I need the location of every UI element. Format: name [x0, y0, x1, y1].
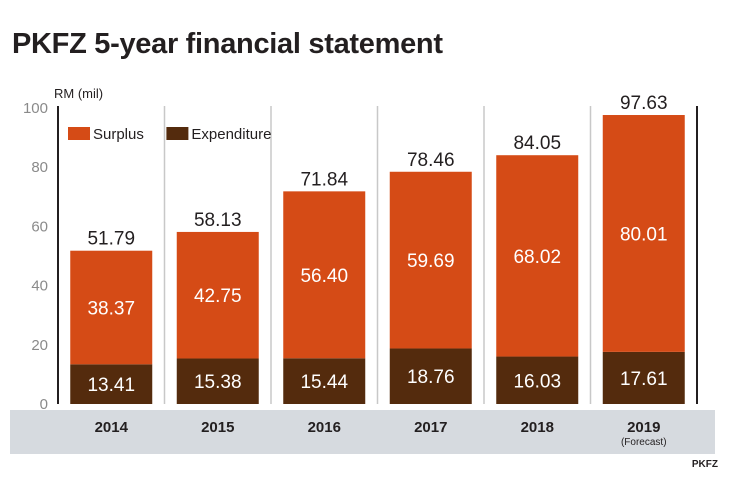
data-label-expenditure: 13.41	[87, 375, 135, 396]
legend-label-surplus: Surplus	[93, 126, 144, 143]
bar-surplus-2015	[176, 231, 259, 359]
source-credit: PKFZ	[692, 459, 718, 470]
y-tick-label: 100	[23, 100, 48, 117]
data-label-expenditure: 18.76	[407, 367, 455, 388]
bar-surplus-2014	[70, 250, 153, 365]
bar-surplus-2018	[496, 155, 579, 357]
y-axis: 0 20 40 60 80 100	[23, 100, 48, 413]
y-tick-label: 80	[31, 159, 48, 176]
data-label-surplus: 59.69	[407, 251, 455, 272]
data-label-surplus: 68.02	[513, 247, 561, 268]
x-axis: 2014 2015 2016 2017 2018 2019(Forecast)	[95, 419, 667, 448]
bar-expenditure-2019	[602, 351, 685, 404]
x-tick-label: 2019	[627, 419, 660, 436]
data-label-surplus: 42.75	[194, 286, 242, 307]
legend-swatch-expenditure	[166, 127, 189, 140]
x-axis-background	[10, 410, 715, 454]
data-label-surplus: 56.40	[300, 266, 348, 287]
x-tick-label: 2015	[201, 419, 234, 436]
x-tick-label: 2016	[308, 419, 341, 436]
x-tick-label: 2018	[521, 419, 554, 436]
data-label-expenditure: 17.61	[620, 369, 668, 390]
bar-expenditure-2015	[176, 358, 259, 404]
legend-swatch-surplus	[68, 127, 90, 140]
y-tick-label: 40	[31, 278, 48, 295]
x-tick-note: (Forecast)	[621, 437, 667, 448]
data-label-total: 84.05	[513, 133, 561, 154]
chart-title: PKFZ 5-year financial statement	[12, 28, 443, 60]
data-label-total: 51.79	[87, 229, 135, 250]
column-separators	[57, 106, 698, 404]
bar-surplus-2017	[389, 171, 472, 349]
x-tick-label: 2014	[95, 419, 129, 436]
bar-expenditure-2014	[70, 364, 153, 404]
x-axis-band	[10, 410, 715, 454]
data-label-expenditure: 16.03	[513, 371, 561, 392]
legend: Surplus Expenditure	[68, 126, 271, 143]
bar-expenditure-2018	[496, 356, 579, 404]
bar-expenditure-2016	[283, 358, 366, 404]
data-label-expenditure: 15.38	[194, 372, 242, 393]
bars: 13.41 38.37 51.79 15.38 42.75 58.13 15.44 56.40…	[70, 93, 685, 404]
data-label-surplus: 38.37	[87, 299, 135, 320]
data-label-total: 78.46	[407, 150, 455, 171]
bar-expenditure-2017	[389, 348, 472, 404]
data-label-total: 97.63	[620, 93, 668, 114]
y-tick-label: 20	[31, 337, 48, 354]
y-tick-label: 60	[31, 218, 48, 235]
data-label-total: 58.13	[194, 210, 242, 231]
x-tick-label: 2017	[414, 419, 447, 436]
data-label-surplus: 80.01	[620, 224, 668, 245]
data-label-expenditure: 15.44	[300, 372, 348, 393]
y-axis-unit-label: RM (mil)	[54, 86, 103, 101]
legend-label-expenditure: Expenditure	[191, 126, 271, 143]
bar-surplus-2019	[602, 115, 685, 352]
data-label-total: 71.84	[300, 169, 348, 190]
y-tick-label: 0	[40, 396, 48, 413]
bar-surplus-2016	[283, 191, 366, 359]
